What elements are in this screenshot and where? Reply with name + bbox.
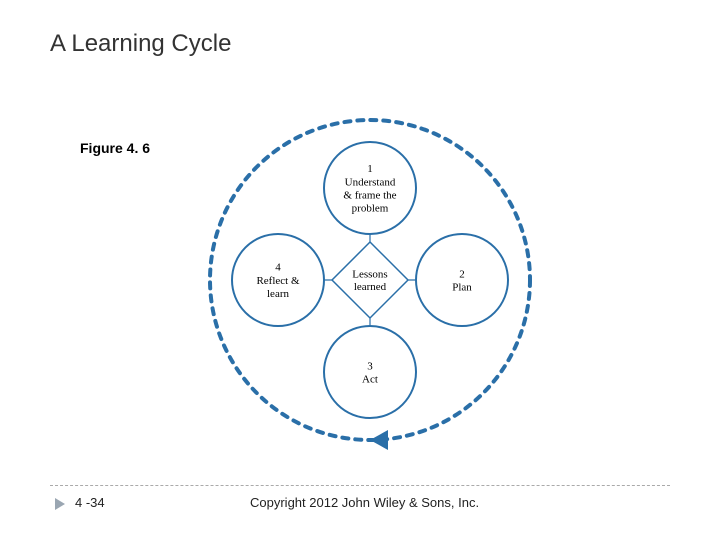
svg-text:Lessons: Lessons	[352, 269, 387, 281]
page-title: A Learning Cycle	[50, 30, 231, 58]
svg-text:4: 4	[275, 262, 281, 274]
footer-copyright: Copyright 2012 John Wiley & Sons, Inc.	[250, 495, 479, 510]
learning-cycle-diagram: Lessonslearned 1Understand& frame the prob…	[200, 110, 540, 450]
svg-text:1: 1	[367, 163, 373, 175]
svg-text:learned: learned	[354, 281, 387, 293]
svg-text:Plan: Plan	[452, 281, 472, 293]
svg-text:2: 2	[459, 268, 465, 280]
svg-text:& frame the: & frame the	[343, 189, 396, 201]
svg-text:problem: problem	[352, 203, 389, 215]
svg-text:3: 3	[367, 360, 373, 372]
svg-text:Reflect &: Reflect &	[256, 275, 300, 287]
footer-arrow-icon	[55, 498, 65, 510]
footer-divider	[50, 485, 670, 486]
svg-text:learn: learn	[267, 288, 289, 300]
svg-text:Understand: Understand	[345, 176, 396, 188]
svg-text:Act: Act	[362, 373, 378, 385]
footer-page-number: 4 -34	[75, 495, 105, 510]
figure-label: Figure 4. 6	[80, 140, 150, 156]
